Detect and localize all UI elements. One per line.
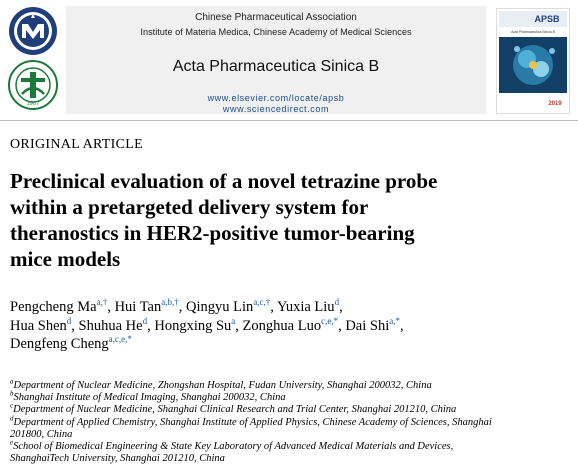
cover-title: APSB — [534, 14, 560, 24]
affiliation-item: eSchool of Biomedical Engineering & Stat… — [10, 438, 570, 453]
author-separator: , — [399, 317, 404, 334]
affiliation-marker: e — [10, 438, 14, 447]
author-name: Hongxing Su — [154, 317, 232, 334]
cover-year: 2019 — [548, 101, 562, 107]
author-separator: , — [339, 299, 343, 315]
affiliation-text: Department of Nuclear Medicine, Zhongsha… — [13, 380, 432, 391]
title-line: mice models — [10, 247, 121, 271]
author-separator: , — [235, 317, 243, 334]
author-affiliation-sup[interactable]: c,e,* — [321, 315, 339, 326]
author-affiliation-sup[interactable]: d — [66, 315, 72, 326]
journal-name: Acta Pharmaceutica Sinica B — [172, 58, 380, 75]
author-name: Hui Tan — [114, 299, 162, 315]
title-line: Preclinical evaluation of a novel tetraz… — [10, 169, 438, 193]
affiliation-item-continued: ShanghaiTech University, Shanghai 201210… — [10, 453, 225, 465]
cover-subtitle: Acta Pharmaceutica Sinica B — [511, 30, 555, 34]
author-name: Pengcheng Ma — [10, 299, 97, 315]
author-separator: , — [270, 299, 277, 315]
affiliation-marker: b — [10, 389, 14, 398]
sciencedirect-link[interactable]: www.sciencedirect.com — [222, 104, 330, 114]
institute-name: Institute of Materia Medica, Chinese Aca… — [140, 27, 412, 37]
affiliation-marker: c — [10, 401, 14, 410]
article-type-label: ORIGINAL ARTICLE — [10, 137, 143, 152]
author-affiliation-sup[interactable]: a,* — [389, 315, 400, 326]
author-line: Hua Shend, Shuhua Hed, Hongxing Sua, Zon… — [10, 315, 570, 336]
author-affiliation-sup[interactable]: a,c,† — [253, 297, 271, 308]
association-logo-icon — [9, 7, 57, 55]
affiliation-item: aDepartment of Nuclear Medicine, Zhongsh… — [10, 377, 570, 392]
affiliation-item: cDepartment of Nuclear Medicine, Shangha… — [10, 401, 570, 416]
author-affiliation-sup[interactable]: d — [334, 297, 340, 308]
author-separator: , — [71, 317, 79, 334]
article-title: Preclinical evaluation of a novel tetraz… — [10, 168, 510, 272]
institute-logo-icon: 1907 — [8, 60, 58, 110]
author-affiliation-sup[interactable]: a,b,† — [161, 297, 179, 308]
author-line: Dengfeng Chenga,c,e,* — [10, 335, 570, 354]
affiliation-text: Department of Nuclear Medicine, Shanghai… — [13, 404, 457, 416]
header-divider — [0, 120, 578, 121]
affiliation-marker: a — [10, 377, 14, 386]
author-line: Pengcheng Maa,†, Hui Tana,b,†, Qingyu Li… — [10, 298, 570, 317]
author-name: Yuxia Liu — [276, 299, 335, 315]
affiliation-text: School of Biomedical Engineering & State… — [13, 441, 454, 453]
affiliation-item-continued: 201800, China — [10, 428, 73, 440]
journal-header: 1907 Chinese Pharmaceutical Association … — [0, 0, 578, 118]
author-name: Hua Shen — [10, 317, 67, 334]
author-name: Dengfeng Cheng — [10, 336, 109, 352]
affiliation-marker: d — [10, 414, 14, 423]
title-line: theranostics in HER2-positive tumor-bear… — [10, 221, 415, 245]
affiliation-text: Shanghai Institute of Medical Imaging, S… — [13, 392, 286, 404]
author-list: Pengcheng Maa,†, Hui Tana,b,†, Qingyu Li… — [10, 298, 570, 354]
association-name: Chinese Pharmaceutical Association — [195, 12, 357, 23]
title-line: within a pretargeted delivery system for — [10, 195, 369, 219]
author-affiliation-sup[interactable]: a — [231, 315, 236, 326]
author-affiliation-sup[interactable]: a,c,e,* — [108, 334, 132, 345]
author-separator: , — [147, 317, 155, 334]
elsevier-link[interactable]: www.elsevier.com/locate/apsb — [207, 93, 345, 103]
author-affiliation-sup[interactable]: d — [142, 315, 148, 326]
affiliation-list: aDepartment of Nuclear Medicine, Zhongsh… — [10, 377, 570, 465]
journal-cover-image: APSB Acta Pharmaceutica Sinica B 2019 — [496, 8, 570, 114]
author-separator: , — [178, 299, 186, 315]
author-name: Qingyu Lin — [185, 299, 254, 315]
author-name: Zonghua Luo — [242, 317, 322, 334]
affiliation-text: Department of Applied Chemistry, Shangha… — [13, 416, 492, 428]
logo-year-text: 1907 — [27, 101, 40, 107]
author-separator: , — [338, 317, 346, 334]
header-banner: Chinese Pharmaceutical Association Insti… — [66, 6, 486, 114]
author-separator: , — [107, 299, 115, 315]
affiliation-item: dDepartment of Applied Chemistry, Shangh… — [10, 414, 570, 429]
author-affiliation-sup[interactable]: a,† — [96, 297, 108, 308]
affiliation-item: bShanghai Institute of Medical Imaging, … — [10, 389, 570, 404]
author-name: Dai Shi — [345, 317, 390, 334]
author-name: Shuhua He — [78, 317, 143, 334]
